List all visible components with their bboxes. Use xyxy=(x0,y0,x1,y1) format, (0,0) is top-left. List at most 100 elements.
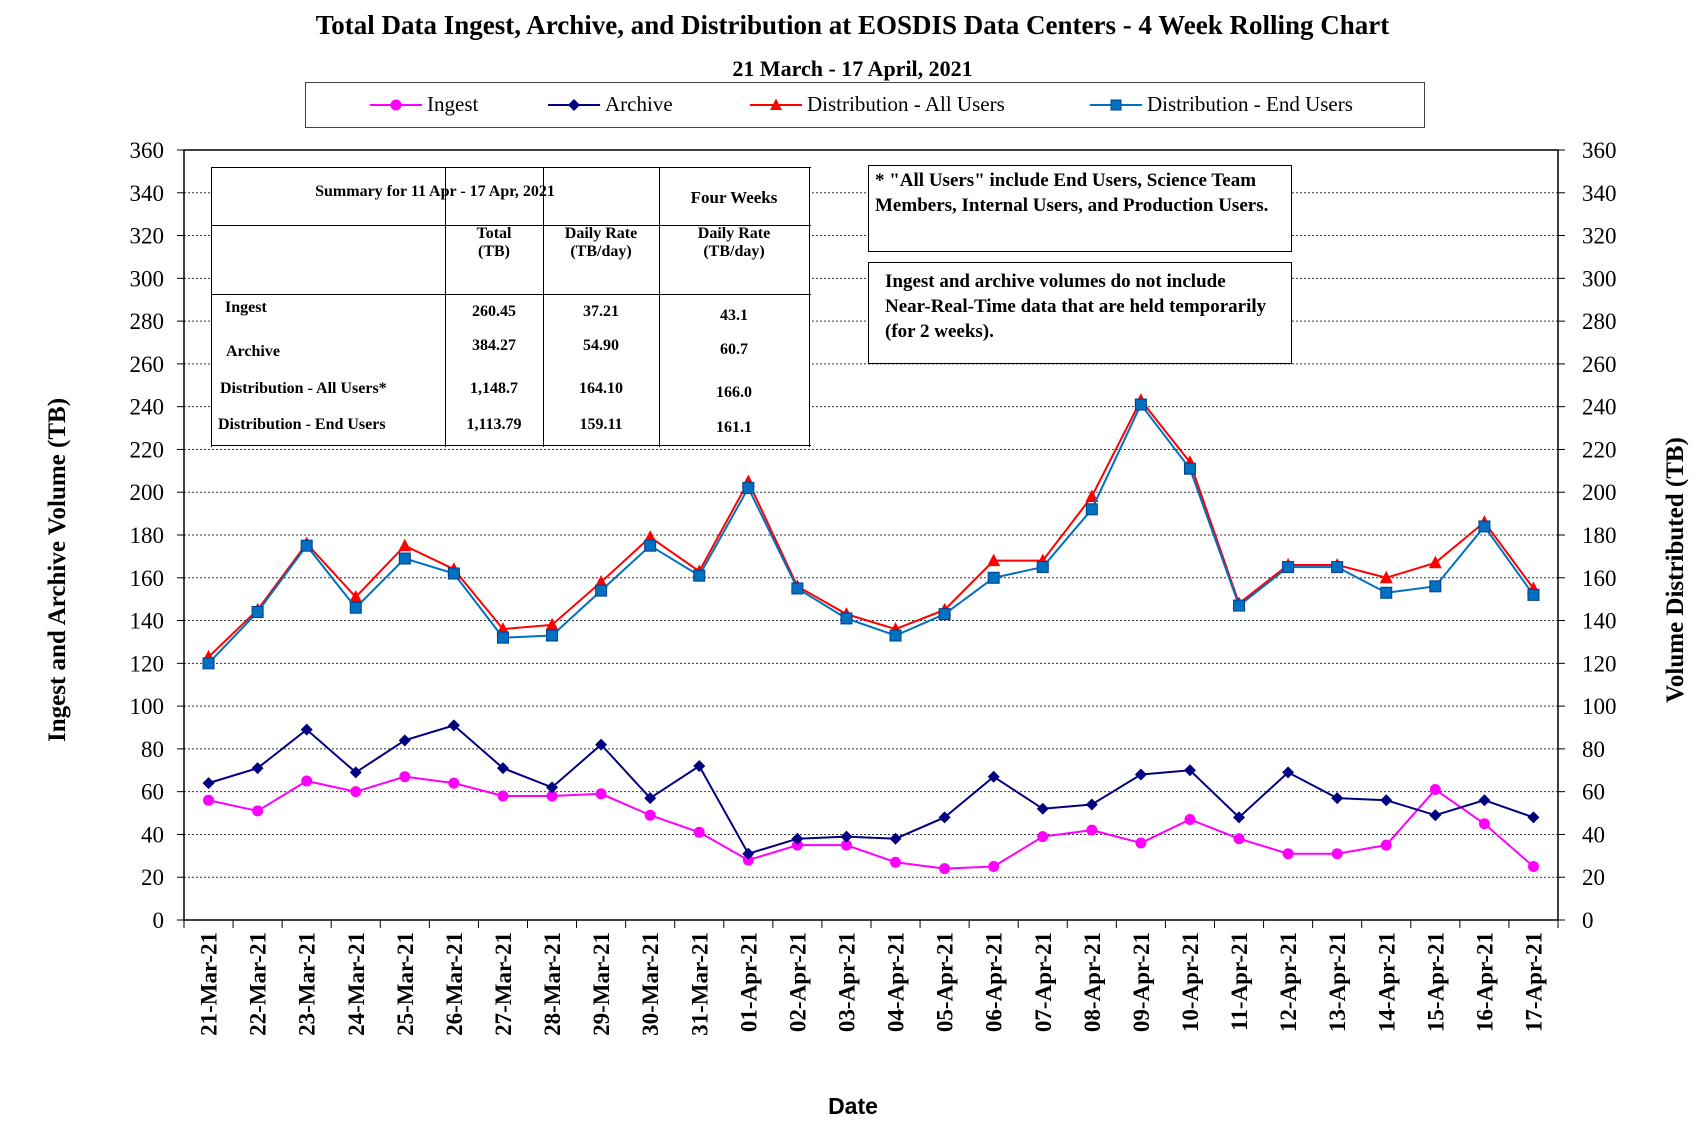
series-line-ingest xyxy=(208,775,1535,870)
point-distribution-end xyxy=(1036,561,1049,574)
chart-title: Total Data Ingest, Archive, and Distribu… xyxy=(315,10,1390,40)
point-ingest xyxy=(497,790,509,802)
y-tick-label-right: 120 xyxy=(1582,651,1617,676)
y-tick-label-left: 20 xyxy=(141,865,164,890)
y-tick-label-right: 220 xyxy=(1582,437,1617,462)
point-archive xyxy=(546,781,559,794)
chart-subtitle: 21 March - 17 April, 2021 xyxy=(732,56,973,81)
point-archive xyxy=(938,811,951,824)
point-distribution-end xyxy=(300,539,313,552)
legend-marker-distribution-end-icon xyxy=(1090,99,1142,110)
x-tick-label: 05-Apr-21 xyxy=(933,932,958,1032)
y-tick-label-left: 220 xyxy=(130,437,165,462)
point-distribution-all xyxy=(496,622,510,635)
point-distribution-end xyxy=(791,582,804,595)
point-ingest xyxy=(1380,839,1392,851)
point-ingest xyxy=(988,861,1000,873)
x-tick-label: 27-Mar-21 xyxy=(491,932,516,1036)
x-tick-label: 15-Apr-21 xyxy=(1423,932,1448,1032)
y-tick-label-left: 40 xyxy=(141,822,164,847)
x-tick-label: 04-Apr-21 xyxy=(884,932,909,1032)
point-ingest xyxy=(890,856,902,868)
point-archive xyxy=(1134,768,1147,781)
y-tick-label-right: 300 xyxy=(1582,266,1617,291)
x-tick-label: 08-Apr-21 xyxy=(1080,932,1105,1032)
point-distribution-end xyxy=(1527,588,1540,601)
point-distribution-end xyxy=(987,571,1000,584)
y-tick-label-left: 120 xyxy=(130,651,165,676)
point-distribution-end xyxy=(447,567,460,580)
point-distribution-end xyxy=(546,629,559,642)
y-tick-label-left: 260 xyxy=(130,352,165,377)
col-four-weeks-header: Daily Rate (TB/day) xyxy=(697,225,771,261)
legend-label-archive: Archive xyxy=(605,92,673,116)
row-total-ingest: 260.45 xyxy=(472,303,516,320)
legend-item-archive: Archive xyxy=(546,92,673,117)
row-total-distribution-all: 1,148.7 xyxy=(470,380,518,397)
point-ingest xyxy=(203,794,215,806)
point-ingest xyxy=(252,805,264,817)
y-tick-label-left: 140 xyxy=(130,609,165,634)
y-tick-label-right: 280 xyxy=(1582,309,1617,334)
x-tick-label: 09-Apr-21 xyxy=(1129,932,1154,1032)
point-ingest xyxy=(1037,831,1049,843)
point-ingest xyxy=(742,854,754,866)
note-near-real-time: Ingest and archive volumes do not includ… xyxy=(868,262,1292,364)
point-distribution-all xyxy=(349,590,363,603)
col-daily-header: Daily Rate (TB/day) xyxy=(564,225,638,261)
point-ingest xyxy=(1184,813,1196,825)
x-tick-label: 26-Mar-21 xyxy=(442,932,467,1036)
x-tick-label: 16-Apr-21 xyxy=(1472,932,1497,1032)
row-total-archive: 384.27 xyxy=(472,337,516,354)
legend-marker-ingest-icon xyxy=(370,99,422,110)
x-tick-label: 07-Apr-21 xyxy=(1031,932,1056,1032)
row-daily-distribution-end: 159.11 xyxy=(579,416,623,433)
series-line-distribution-end xyxy=(207,402,1535,665)
point-distribution-end xyxy=(1134,398,1147,411)
point-ingest xyxy=(1478,818,1490,830)
y-tick-label-right: 160 xyxy=(1582,566,1617,591)
y-tick-label-right: 100 xyxy=(1582,694,1617,719)
point-archive xyxy=(349,766,362,779)
point-distribution-end xyxy=(595,584,608,597)
point-distribution-all xyxy=(398,538,412,552)
point-ingest xyxy=(595,788,607,800)
x-tick-label: 21-Mar-21 xyxy=(197,932,222,1036)
point-archive xyxy=(1282,766,1295,779)
point-distribution-all xyxy=(1428,555,1442,569)
legend-item-distribution-end: Distribution - End Users xyxy=(1088,92,1353,117)
x-tick-label: 06-Apr-21 xyxy=(982,932,1007,1032)
row-total-distribution-end: 1,113.79 xyxy=(466,416,522,433)
point-distribution-end xyxy=(1085,503,1098,516)
point-distribution-end xyxy=(840,612,853,625)
legend-label-distribution-end: Distribution - End Users xyxy=(1147,92,1353,116)
point-ingest xyxy=(644,809,656,821)
y-tick-label-left: 300 xyxy=(130,266,165,291)
x-tick-label: 01-Apr-21 xyxy=(736,932,761,1032)
point-distribution-all xyxy=(545,617,559,631)
point-ingest xyxy=(840,839,852,851)
point-distribution-end xyxy=(742,481,755,494)
row-daily-distribution-all: 164.10 xyxy=(579,380,623,397)
x-tick-label: 13-Apr-21 xyxy=(1325,932,1350,1032)
point-distribution-end xyxy=(202,657,215,670)
y-tick-label-left: 200 xyxy=(130,480,165,505)
point-archive xyxy=(1478,794,1491,807)
point-archive xyxy=(1085,798,1098,811)
point-archive xyxy=(693,760,706,772)
point-archive xyxy=(1183,764,1196,777)
point-archive xyxy=(1036,802,1049,815)
point-archive xyxy=(595,738,608,751)
series-line-archive xyxy=(208,724,1534,855)
y-tick-label-right: 40 xyxy=(1582,822,1605,847)
point-distribution-end xyxy=(1478,520,1491,533)
legend-item-distribution-all: Distribution - All Users xyxy=(748,92,1005,117)
y-tick-label-right: 320 xyxy=(1582,224,1617,249)
point-distribution-end xyxy=(398,552,411,565)
point-distribution-all xyxy=(1085,489,1099,502)
point-ingest xyxy=(791,839,803,851)
point-distribution-end xyxy=(1331,561,1344,574)
col-total-header: Total (TB) xyxy=(476,225,512,261)
point-distribution-end xyxy=(1233,599,1246,612)
y-tick-label-left: 100 xyxy=(130,694,165,719)
